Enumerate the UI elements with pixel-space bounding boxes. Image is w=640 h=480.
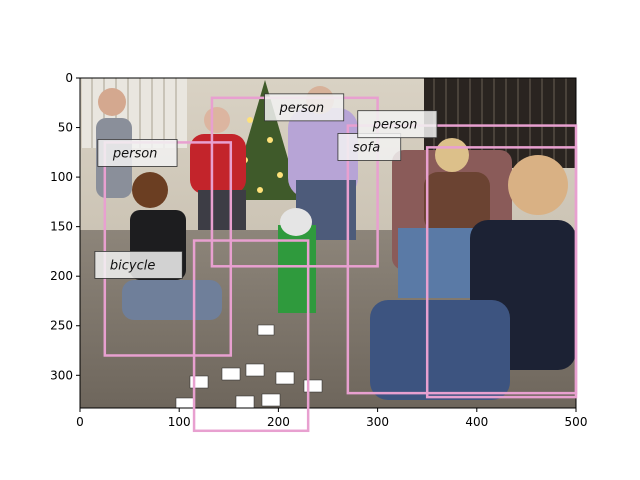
y-axis: 0 50 100 150 200 250 300 [50, 71, 80, 382]
x-tick-label: 0 [76, 415, 84, 429]
detection-label-box [357, 110, 438, 139]
y-tick-label: 300 [50, 368, 73, 382]
detections-layer: person person sofa person bicycle [94, 93, 578, 433]
detection-label-box [97, 139, 178, 167]
x-tick-label: 400 [465, 415, 488, 429]
y-tick-label: 250 [50, 319, 73, 333]
detection-label-box [94, 251, 183, 279]
y-tick-label: 0 [65, 71, 73, 85]
detection-label-box [264, 93, 345, 122]
x-axis: 0 100 200 300 400 500 [76, 408, 587, 429]
y-tick-label: 200 [50, 269, 73, 283]
x-tick-label: 200 [267, 415, 290, 429]
photo [80, 78, 576, 408]
x-tick-label: 500 [565, 415, 588, 429]
detection-label-person: person [279, 101, 325, 116]
bounding-box-person [425, 146, 578, 399]
detection-label-person: person [112, 146, 158, 161]
detection-label-person: person [372, 118, 418, 133]
y-tick-label: 150 [50, 220, 73, 234]
detection-label-sofa: sofa [353, 140, 380, 155]
x-tick-label: 100 [168, 415, 191, 429]
bounding-box-bicycle [192, 239, 310, 433]
y-tick-label: 100 [50, 170, 73, 184]
y-tick-label: 50 [58, 121, 73, 135]
detection-label-bicycle: bicycle [110, 258, 155, 273]
x-tick-label: 300 [366, 415, 389, 429]
